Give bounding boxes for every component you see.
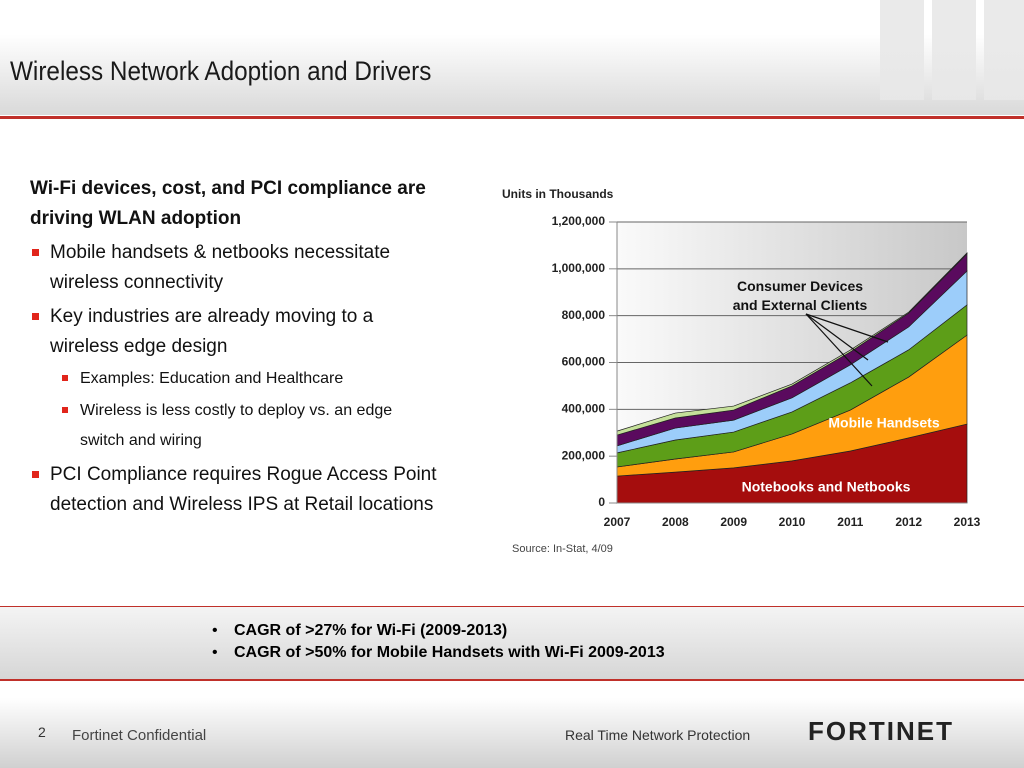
logo-tiles xyxy=(880,0,1024,100)
y-tick-label: 200,000 xyxy=(562,448,606,462)
x-tick-label: 2011 xyxy=(837,515,863,529)
x-tick-label: 2010 xyxy=(779,515,806,529)
callout-text: CAGR of >50% for Mobile Handsets with Wi… xyxy=(234,644,665,661)
confidential: Fortinet Confidential xyxy=(72,727,207,744)
callout-text: CAGR of >27% for Wi-Fi (2009-2013) xyxy=(234,622,508,639)
series-label: Mobile Handsets xyxy=(828,415,939,431)
bullet-dot: • xyxy=(212,644,218,661)
body-text: Wi-Fi devices, cost, and PCI compliance … xyxy=(30,174,440,520)
tagline: Real Time Network Protection xyxy=(565,727,751,743)
logo: FORTINET xyxy=(808,716,954,746)
body-heading: Wi-Fi devices, cost, and PCI compliance … xyxy=(30,178,426,229)
area xyxy=(616,252,968,436)
y-tick-label: 0 xyxy=(598,495,605,509)
header-bg xyxy=(0,0,1024,115)
annotation-arrow xyxy=(805,313,873,387)
bullet-dot: • xyxy=(212,622,218,639)
annotation-arrow xyxy=(805,313,889,343)
page-number: 2 xyxy=(38,724,46,740)
slide-title: Wireless Network Adoption and Drivers xyxy=(10,56,432,86)
y-tick-label: 1,000,000 xyxy=(552,261,606,275)
series-label: Notebooks and Netbooks xyxy=(742,479,911,495)
footer-bg xyxy=(0,698,1024,768)
x-tick-label: 2008 xyxy=(662,515,689,529)
callout: • CAGR of >27% for Wi-Fi (2009-2013) xyxy=(212,620,665,642)
annotation-line: and External Clients xyxy=(733,297,868,313)
callout-band xyxy=(0,606,1024,681)
y-tick-label: 400,000 xyxy=(562,402,606,416)
source: Source: In-Stat, 4/09 xyxy=(512,543,613,555)
bullet: Mobile handsets & netbooks necessitate w… xyxy=(30,238,440,298)
annotation: Consumer Devices and External Clients xyxy=(733,278,868,313)
header-rule xyxy=(0,116,1024,119)
y-axis-label: Units in Thousands xyxy=(502,187,614,201)
y-tick-label: 800,000 xyxy=(562,308,606,322)
y-tick-label: 600,000 xyxy=(562,355,606,369)
annotation-arrow xyxy=(805,313,869,361)
x-tick-label: 2007 xyxy=(604,515,631,529)
callouts: • CAGR of >27% for Wi-Fi (2009-2013) • CAGR… xyxy=(212,620,665,664)
x-tick-label: 2009 xyxy=(720,515,747,529)
annotation-line: Consumer Devices xyxy=(737,278,863,294)
bullet: Key industries are already moving to a w… xyxy=(30,302,440,362)
bullet: Wireless is less costly to deploy vs. an… xyxy=(30,396,440,456)
bullet: PCI Compliance requires Rogue Access Poi… xyxy=(30,460,440,520)
x-tick-label: 2013 xyxy=(954,515,981,529)
callout: • CAGR of >50% for Mobile Handsets with W… xyxy=(212,642,665,664)
y-tick-label: 1,200,000 xyxy=(552,214,606,228)
bullet: Examples: Education and Healthcare xyxy=(30,364,440,394)
x-tick-label: 2012 xyxy=(895,515,922,529)
